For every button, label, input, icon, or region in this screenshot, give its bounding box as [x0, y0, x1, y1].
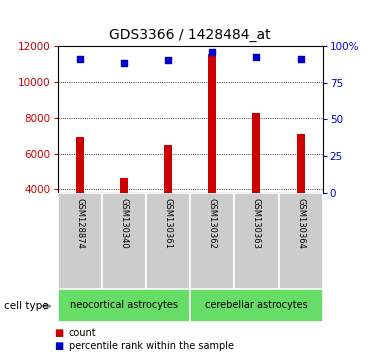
Text: cell type: cell type [4, 301, 48, 311]
Text: cerebellar astrocytes: cerebellar astrocytes [205, 300, 308, 310]
Bar [190, 193, 234, 289]
Bar [190, 289, 323, 322]
Point [121, 60, 127, 66]
Text: GSM130363: GSM130363 [252, 198, 261, 249]
Point [77, 56, 83, 61]
Bar [120, 178, 128, 261]
Bar [164, 144, 172, 261]
Bar [297, 134, 305, 261]
Bar [58, 193, 102, 289]
Text: GSM130362: GSM130362 [208, 198, 217, 249]
Text: GSM130364: GSM130364 [296, 198, 305, 249]
Bar [102, 193, 146, 289]
Text: ■: ■ [54, 341, 63, 351]
Point [253, 54, 259, 59]
Text: neocortical astrocytes: neocortical astrocytes [70, 300, 178, 310]
Text: ■: ■ [54, 329, 63, 338]
Bar [76, 137, 83, 261]
Text: GSM130361: GSM130361 [164, 198, 173, 249]
Bar [146, 193, 190, 289]
Text: count: count [69, 329, 96, 338]
Bar [208, 54, 216, 261]
Text: GSM130340: GSM130340 [119, 198, 128, 249]
Text: percentile rank within the sample: percentile rank within the sample [69, 341, 234, 351]
Point [165, 57, 171, 63]
Title: GDS3366 / 1428484_at: GDS3366 / 1428484_at [109, 28, 271, 42]
Bar [279, 193, 323, 289]
Text: GSM128874: GSM128874 [75, 198, 84, 249]
Bar [58, 289, 190, 322]
Bar [253, 113, 260, 261]
Point [298, 56, 303, 61]
Bar [234, 193, 279, 289]
Point [209, 50, 215, 55]
